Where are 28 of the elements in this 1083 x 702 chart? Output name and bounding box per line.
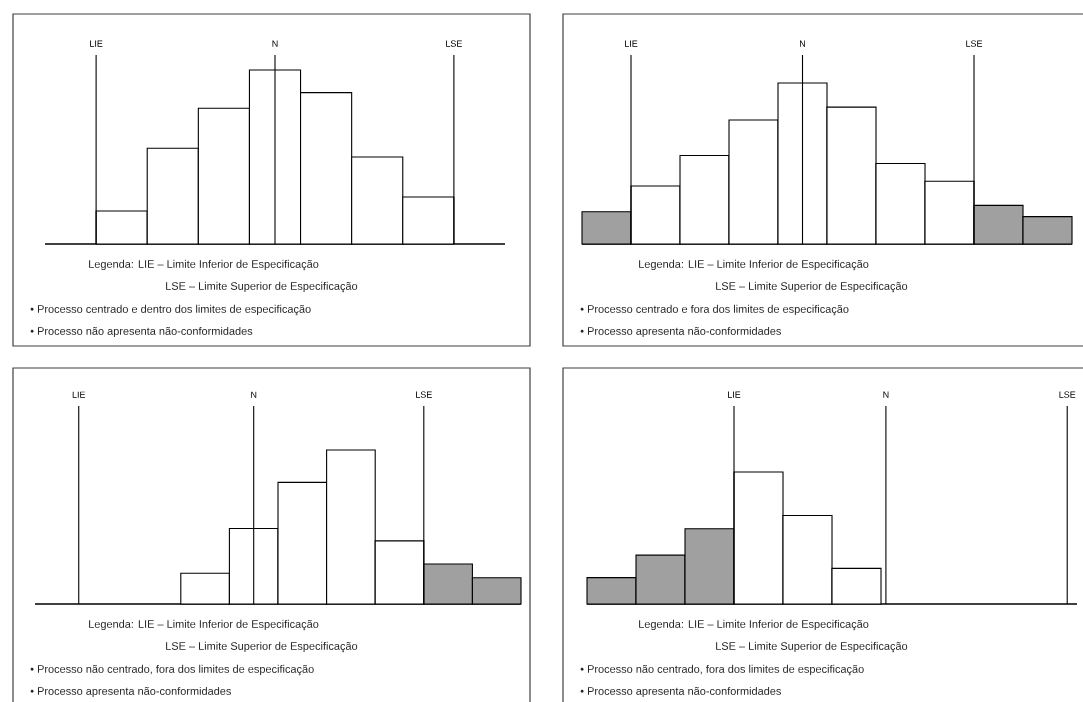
text: • Processo apresenta não-conformidades bbox=[580, 686, 781, 698]
text: • Processo centrado e fora dos limites de especificação bbox=[580, 304, 849, 316]
text: LSE – Limite Superior de Especificação bbox=[716, 641, 908, 653]
text: LIE bbox=[90, 40, 103, 47]
text: LSE bbox=[416, 391, 432, 398]
text: LIE bbox=[72, 391, 86, 398]
text: LSE bbox=[966, 40, 983, 47]
text: Legenda: LIE – Limite Inferior de Especificação bbox=[89, 619, 319, 631]
text: • Processo apresenta não-conformidades bbox=[30, 686, 231, 698]
text: LSE – Limite Superior de Especificação bbox=[166, 641, 358, 653]
text: • Processo centrado e dentro dos limites de especificação bbox=[30, 304, 311, 316]
text: N bbox=[883, 391, 889, 398]
text: LSE bbox=[1059, 391, 1076, 398]
text: • Processo apresenta não-conformidades bbox=[580, 326, 781, 338]
text: Legenda: LIE – Limite Inferior de Especificação bbox=[89, 259, 319, 271]
text: Legenda: LIE – Limite Inferior de Especificação bbox=[639, 619, 869, 631]
text: LIE bbox=[625, 40, 638, 47]
text: LIE bbox=[728, 391, 741, 398]
text: N bbox=[272, 40, 278, 47]
text: N bbox=[251, 391, 257, 398]
text: LSE – Limite Superior de Especificação bbox=[716, 281, 908, 293]
text: • Processo não centrado, fora dos limites de especificação bbox=[30, 664, 314, 676]
text: Legenda: LIE – Limite Inferior de Especificação bbox=[639, 259, 869, 271]
text: N bbox=[800, 40, 806, 47]
text: LSE bbox=[446, 40, 462, 47]
text: • Processo não apresenta não-conformidades bbox=[30, 326, 253, 338]
text: LSE – Limite Superior de Especificação bbox=[166, 281, 358, 293]
text: • Processo não centrado, fora dos limites de especificação bbox=[580, 664, 864, 676]
